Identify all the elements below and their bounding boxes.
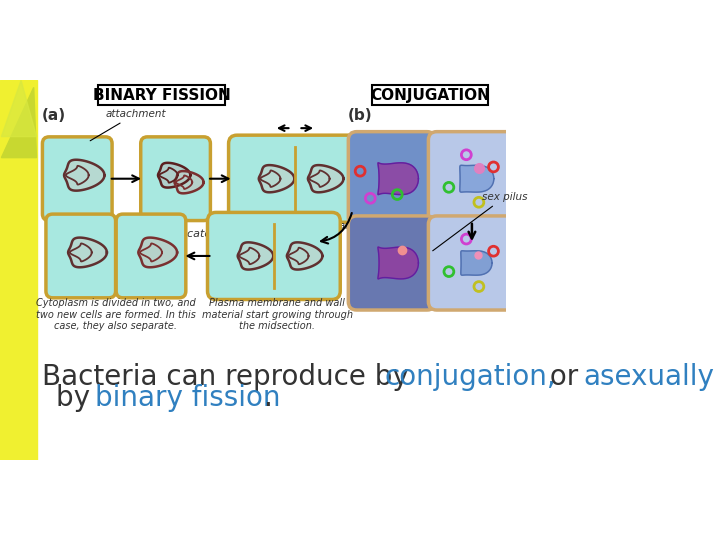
Polygon shape bbox=[461, 251, 492, 275]
Polygon shape bbox=[1, 87, 37, 158]
Polygon shape bbox=[378, 163, 418, 194]
Text: Plasma membrane and wall
material start growing through
the midsection.: Plasma membrane and wall material start … bbox=[202, 298, 353, 332]
Text: DNA replicates: DNA replicates bbox=[134, 230, 217, 239]
FancyBboxPatch shape bbox=[99, 85, 225, 105]
Text: .: . bbox=[264, 384, 274, 412]
Polygon shape bbox=[158, 163, 190, 187]
Text: (a): (a) bbox=[42, 108, 66, 123]
Polygon shape bbox=[174, 171, 204, 193]
Polygon shape bbox=[287, 242, 323, 269]
FancyBboxPatch shape bbox=[428, 132, 516, 226]
FancyBboxPatch shape bbox=[116, 214, 186, 298]
Polygon shape bbox=[378, 247, 418, 279]
Polygon shape bbox=[68, 238, 107, 267]
Text: asexually: asexually bbox=[583, 363, 714, 391]
FancyBboxPatch shape bbox=[140, 137, 210, 220]
FancyBboxPatch shape bbox=[348, 132, 436, 226]
Text: (b): (b) bbox=[348, 108, 372, 123]
Text: or: or bbox=[541, 363, 588, 391]
Text: plasmids: plasmids bbox=[0, 539, 1, 540]
FancyBboxPatch shape bbox=[207, 212, 341, 300]
FancyBboxPatch shape bbox=[372, 85, 488, 105]
Text: Cytoplasm is divided in two, and
two new cells are formed. In this
case, they al: Cytoplasm is divided in two, and two new… bbox=[36, 298, 196, 332]
FancyBboxPatch shape bbox=[228, 135, 361, 222]
FancyBboxPatch shape bbox=[46, 214, 116, 298]
FancyBboxPatch shape bbox=[42, 137, 112, 220]
Text: conjugation,: conjugation, bbox=[384, 363, 557, 391]
Bar bbox=[0, 80, 37, 460]
Text: by: by bbox=[56, 384, 99, 412]
Text: BINARY FISSION: BINARY FISSION bbox=[93, 87, 230, 103]
FancyBboxPatch shape bbox=[428, 216, 516, 310]
Polygon shape bbox=[460, 165, 494, 192]
Text: Plasma membrane and
cell wall grow.: Plasma membrane and cell wall grow. bbox=[238, 221, 359, 242]
Polygon shape bbox=[138, 238, 177, 267]
Polygon shape bbox=[1, 80, 37, 137]
Text: CONJUGATION: CONJUGATION bbox=[370, 87, 490, 103]
Polygon shape bbox=[258, 165, 294, 192]
Polygon shape bbox=[238, 242, 274, 269]
FancyBboxPatch shape bbox=[348, 216, 436, 310]
Polygon shape bbox=[308, 165, 343, 192]
Text: binary fission: binary fission bbox=[95, 384, 281, 412]
Text: DNA: DNA bbox=[65, 230, 89, 239]
Text: attachment: attachment bbox=[90, 109, 166, 141]
Text: sex pilus: sex pilus bbox=[433, 192, 528, 251]
Polygon shape bbox=[64, 160, 104, 191]
Text: Bacteria can reproduce by: Bacteria can reproduce by bbox=[42, 363, 418, 391]
